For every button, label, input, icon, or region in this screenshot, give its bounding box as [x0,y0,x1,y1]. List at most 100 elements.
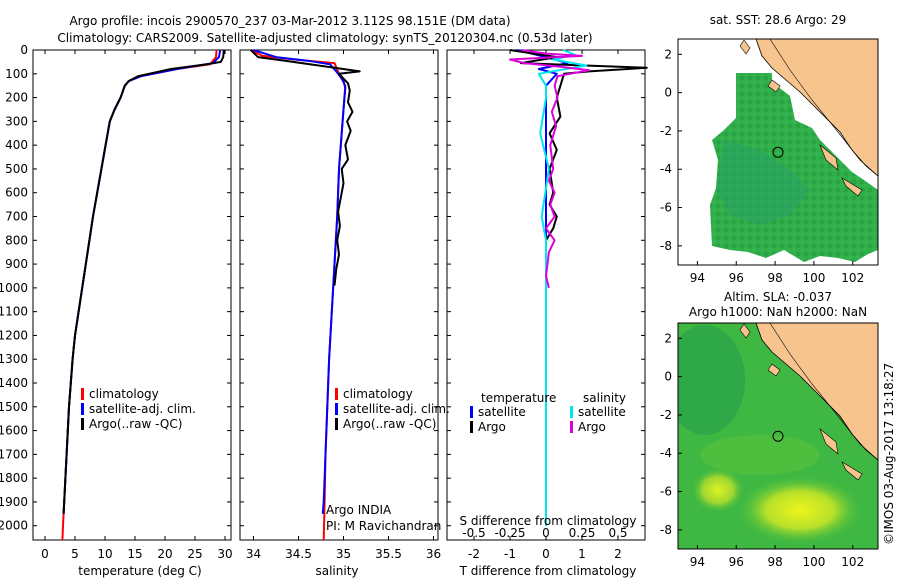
difference-legend-label: Argo [578,420,606,434]
depth-tick-label: 0 [20,43,28,57]
temperature-x-tick-label: 20 [157,547,172,561]
difference-series-temperature-argo [509,49,648,286]
salinity-x-tick-label: 35 [336,547,351,561]
temperature-x-tick-label: 15 [127,547,142,561]
sla-lat-tick-label: -4 [660,446,672,460]
temperature-legend-label: satellite-adj. clim. [89,402,196,416]
depth-tick-label: 400 [5,138,28,152]
sla-land-islet-2 [767,363,781,377]
sla-land-sumatra [755,323,878,461]
depth-tick-label: 1900 [0,495,28,509]
difference-xlabel: T difference from climatology [459,564,637,578]
salinity-series-satellite-adj-clim- [253,49,347,514]
difference-legend-label: Argo [478,420,506,434]
sst-lat-tick-label: -6 [660,201,672,215]
difference-x-tick-label: 1 [578,547,586,561]
difference-s-tick-label: -0.25 [494,526,525,540]
temperature-legend-label: climatology [89,387,159,401]
sst-bathymetry-contour [678,39,878,177]
depth-tick-label: 1800 [0,471,28,485]
sst-land-islet-1 [739,39,751,55]
difference-series-salinity-satellite [537,49,588,526]
difference-top-xlabel: S difference from climatology [460,514,637,528]
temperature-series-climatology [61,49,218,541]
salinity-legend-swatch [335,388,338,400]
sla-lat-tick-label: -8 [660,523,672,537]
depth-tick-label: 1400 [0,376,28,390]
temperature-x-tick-label: 5 [71,547,79,561]
sla-lon-tick-label: 94 [690,555,705,569]
depth-tick-label: 300 [5,114,28,128]
sst-land-pagai [841,177,863,197]
sst-lon-tick-label: 96 [729,271,744,285]
sst-lon-tick-label: 102 [841,271,864,285]
sla-bathymetry-contour [769,323,878,461]
temperature-xlabel: temperature (deg C) [78,564,201,578]
difference-legend-label: satellite [578,405,626,419]
depth-tick-label: 1300 [0,352,28,366]
depth-tick-label: 1700 [0,447,28,461]
temperature-legend-label: Argo(..raw -QC) [89,417,182,431]
temperature-x-tick-label: 0 [41,547,49,561]
sla-lon-tick-label: 98 [767,555,782,569]
salinity-legend-label: satellite-adj. clim. [343,402,450,416]
salinity-x-tick-label: 35.5 [375,547,402,561]
sla-map-title-line1: Altim. SLA: -0.037 [724,290,832,304]
difference-series-salinity-argo [509,49,591,289]
sst-lat-tick-label: 0 [664,86,672,100]
sst-lat-tick-label: 2 [664,47,672,61]
difference-legend-salinity-title: salinity [583,391,626,405]
depth-tick-label: 2000 [0,519,28,533]
sla-map-title-line2: Argo h1000: NaN h2000: NaN [689,305,867,319]
salinity-x-tick-label: 34 [246,547,261,561]
salinity-xlabel: salinity [315,564,358,578]
difference-legend-swatch [470,421,473,433]
sst-map-frame [677,38,879,266]
temperature-x-tick-label: 30 [217,547,232,561]
depth-tick-label: 900 [5,257,28,271]
depth-tick-label: 1600 [0,424,28,438]
sla-low-patch-west [678,325,745,435]
difference-s-tick-label: 0 [542,526,550,540]
sla-mid-band [700,435,820,475]
depth-tick-label: 1500 [0,400,28,414]
sst-lat-tick-label: -4 [660,162,672,176]
temperature-legend-swatch [81,388,84,400]
sla-lat-tick-label: -2 [660,408,672,422]
difference-legend-swatch [570,421,573,433]
salinity-x-tick-label: 34.5 [285,547,312,561]
salinity-annotation-line1: Argo INDIA [326,503,392,517]
depth-tick-label: 200 [5,91,28,105]
sla-land-siberut [819,428,839,455]
difference-x-tick-label: 2 [614,547,622,561]
difference-s-tick-label: 0.5 [608,526,627,540]
temperature-series-satellite-adj-clim- [62,49,222,514]
difference-panel: -2 -1 0 1 2 -0.5 -0.25 0 0.25 0.5 temperature sali… [446,49,648,578]
sst-lat-tick-label: -2 [660,124,672,138]
depth-tick-label: 700 [5,210,28,224]
salinity-legend-swatch [335,418,338,430]
depth-tick-label: 1200 [0,328,28,342]
sst-map: sat. SST: 28.6 Argo: 29 [660,13,879,285]
sla-lat-tick-label: 0 [664,370,672,384]
depth-tick-label: 1100 [0,305,28,319]
depth-axis: 0 100 200 300 400 500 600 700 800 900 1000 1100 1200… [0,43,28,533]
sla-map-frame [677,322,879,550]
difference-legend-swatch [470,406,473,418]
sst-map-title: sat. SST: 28.6 Argo: 29 [710,13,847,27]
imos-credit: ©IMOS 03-Aug-2017 13:18:27 [882,363,896,545]
sla-lat-tick-label: -6 [660,485,672,499]
depth-tick-label: 800 [5,233,28,247]
salinity-legend-swatch [335,403,338,415]
sst-lat-tick-label: -8 [660,239,672,253]
sla-land-pagai [841,461,863,481]
difference-s-tick-label: -0.5 [462,526,485,540]
difference-legend-swatch [570,406,573,418]
sla-lon-tick-label: 96 [729,555,744,569]
sla-high-patch-south [738,476,862,544]
sla-lat-tick-label: 2 [664,331,672,345]
depth-tick-label: 100 [5,67,28,81]
difference-x-tick-label: -1 [504,547,516,561]
